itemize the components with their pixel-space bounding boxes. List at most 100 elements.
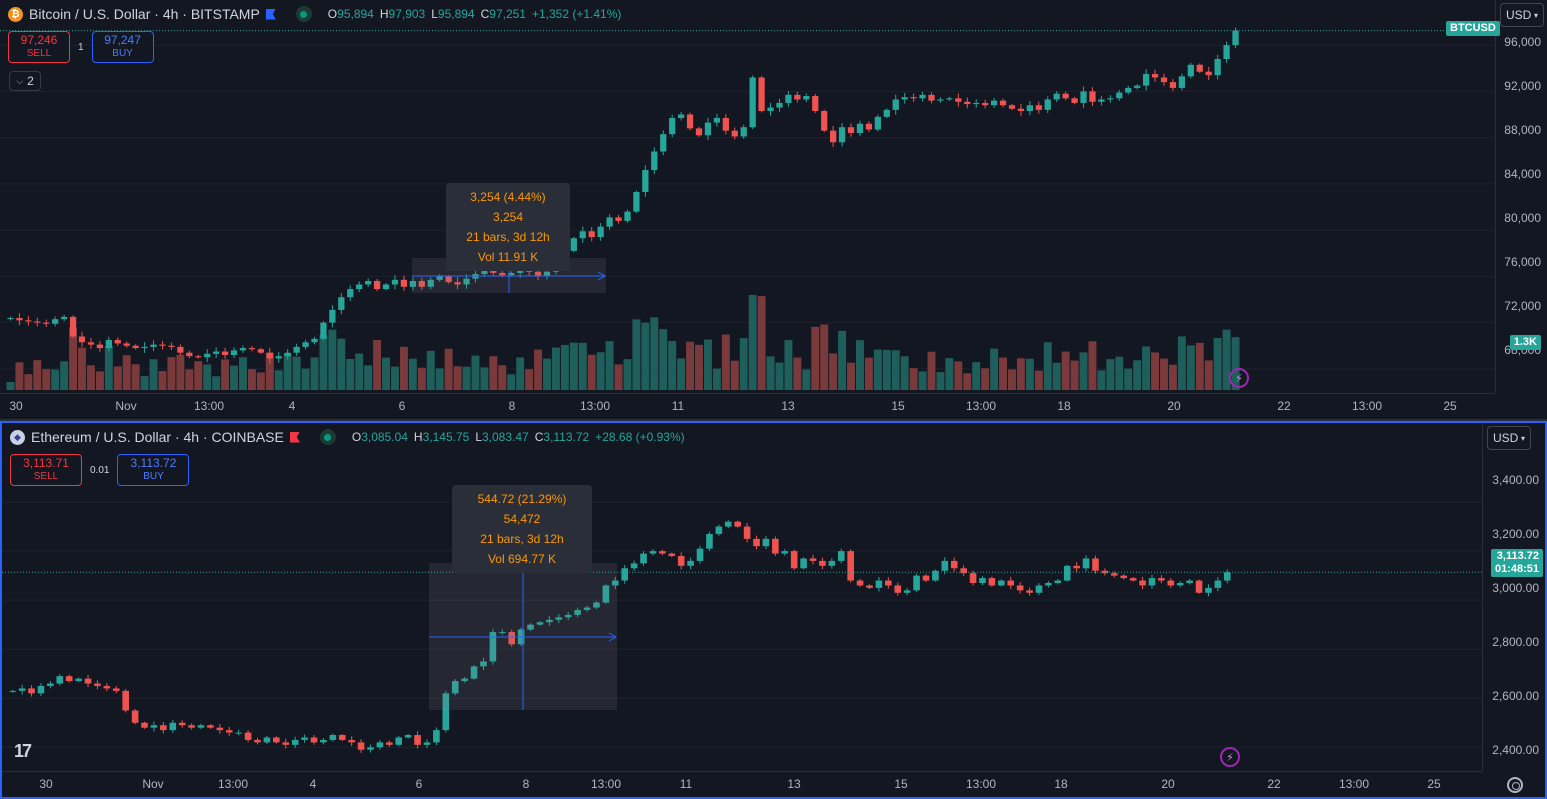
volume-bar	[498, 365, 507, 390]
volume-bar	[766, 356, 775, 390]
btc-time-axis[interactable]: 30 Nov 13:00 4 6 8 13:00 11 13 15 13:00 18 20 22 13:00…	[0, 393, 1495, 419]
volume-bar	[462, 366, 471, 390]
volume-bar	[516, 357, 525, 390]
currency-select[interactable]: USD ▾	[1487, 426, 1531, 450]
volume-bar	[757, 296, 766, 390]
candle-body	[1016, 585, 1024, 591]
eth-price-axis[interactable]: USD ▾ 3,400.00 3,200.00 3,000.00 2,800.00 2,…	[1482, 423, 1545, 771]
candle-body	[649, 551, 657, 554]
price-tick-label: 3,000.00	[1492, 581, 1539, 595]
volume-bar	[712, 368, 721, 390]
volume-bar	[337, 338, 346, 390]
candle-body	[1080, 91, 1087, 103]
market-status-icon[interactable]	[295, 6, 312, 22]
candle-body	[451, 681, 459, 694]
candle-body	[75, 678, 82, 682]
candle-body	[1098, 99, 1105, 102]
volume-bar	[1052, 362, 1061, 390]
candle-body	[892, 99, 899, 110]
candle-body	[794, 94, 801, 100]
ohlc-item: L95,894	[431, 7, 474, 21]
eth-buy-button[interactable]: 3,113.72 BUY	[117, 454, 190, 486]
lightning-icon[interactable]: ⚡	[1229, 368, 1249, 388]
btc-symbol-title[interactable]: Bitcoin / U.S. Dollar · 4h · BITSTAMP	[29, 6, 260, 22]
candle-body	[597, 226, 604, 238]
volume-bar	[60, 361, 69, 390]
candle-body	[69, 316, 77, 337]
candle-body	[715, 526, 723, 534]
volume-bar	[963, 373, 972, 390]
volume-bar	[784, 340, 793, 390]
volume-bar	[820, 324, 829, 390]
candle-body	[875, 580, 883, 588]
sell-label: SELL	[33, 471, 59, 482]
eth-time-axis[interactable]: 30 Nov 13:00 4 6 8 13:00 11 13 15 13:00 18 20 22 13:00…	[2, 771, 1482, 797]
candle-body	[633, 191, 640, 212]
symbol-price-badge: BTCUSD	[1446, 21, 1500, 36]
tradingview-logo[interactable]: 17	[14, 741, 32, 761]
eth-symbol-title[interactable]: Ethereum / U.S. Dollar · 4h · COINBASE	[31, 429, 284, 445]
candle-body	[433, 730, 440, 743]
candle-body	[894, 585, 902, 593]
btc-candlestick-chart[interactable]	[0, 0, 1495, 419]
volume-bar	[864, 357, 873, 390]
candle-body	[1214, 59, 1221, 76]
volume-bar	[104, 346, 113, 390]
candle-body	[1045, 582, 1052, 586]
candle-body	[1167, 580, 1175, 586]
candle-body	[395, 737, 403, 745]
candle-body	[583, 607, 591, 610]
eth-candlestick-chart[interactable]	[2, 423, 1482, 797]
candle-body	[94, 683, 101, 686]
volume-bar	[471, 355, 480, 390]
candle-body	[812, 96, 819, 112]
lightning-icon[interactable]: ⚡	[1220, 747, 1240, 767]
price-tick-label: 96,000	[1504, 35, 1541, 49]
candle-body	[883, 109, 890, 117]
pane-divider[interactable]	[0, 419, 1547, 421]
btc-chart-pane[interactable]: ₿ Bitcoin / U.S. Dollar · 4h · BITSTAMP …	[0, 0, 1547, 419]
time-tick-label: 30	[39, 777, 53, 791]
time-tick-label: 22	[1267, 777, 1281, 791]
candle-body	[114, 339, 121, 344]
candle-body	[499, 272, 506, 276]
volume-badge: 1.3K	[1509, 335, 1541, 350]
candle-body	[695, 128, 703, 136]
volume-bar	[221, 359, 230, 390]
market-status-icon[interactable]	[319, 429, 336, 445]
candle-body	[555, 617, 563, 620]
candle-body	[356, 284, 363, 290]
eth-chart-pane[interactable]: ◆ Ethereum / U.S. Dollar · 4h · COINBASE…	[0, 421, 1547, 799]
candle-body	[743, 526, 751, 539]
gear-icon[interactable]	[1507, 777, 1523, 793]
candle-body	[1044, 99, 1051, 110]
btc-sell-button[interactable]: 97,246 SELL	[8, 31, 70, 63]
volume-bar	[382, 357, 391, 390]
candle-body	[282, 742, 290, 745]
ohlc-key: L	[475, 430, 482, 444]
eth-sell-button[interactable]: 3,113.71 SELL	[10, 454, 82, 486]
price-tick-label: 92,000	[1504, 79, 1541, 93]
candle-body	[910, 97, 917, 99]
btc-buy-button[interactable]: 97,247 BUY	[91, 31, 154, 63]
time-tick-label: 6	[398, 399, 406, 413]
candle-body	[47, 683, 54, 686]
currency-select[interactable]: USD ▾	[1500, 3, 1544, 27]
candle-body	[263, 737, 271, 743]
candle-body	[828, 560, 836, 566]
volume-bar	[444, 348, 453, 390]
time-tick-label: 13:00	[1338, 777, 1370, 791]
flag-icon[interactable]	[289, 431, 300, 443]
currency-label: USD	[1506, 8, 1532, 22]
btc-symbol-legend: ₿ Bitcoin / U.S. Dollar · 4h · BITSTAMP …	[8, 6, 621, 22]
candle-body	[239, 348, 247, 351]
time-tick-label: 18	[1057, 399, 1071, 413]
btc-price-axis[interactable]: USD ▾ 96,000 92,000 88,000 84,000 80,000 76,0…	[1495, 0, 1547, 393]
indicators-collapse-button[interactable]: ⌵ 2	[9, 71, 41, 91]
flag-icon[interactable]	[265, 8, 276, 20]
candle-body	[579, 231, 586, 239]
candle-body	[615, 217, 622, 221]
volume-bar	[247, 369, 256, 390]
candle-body	[275, 356, 282, 359]
candle-body	[903, 590, 911, 593]
